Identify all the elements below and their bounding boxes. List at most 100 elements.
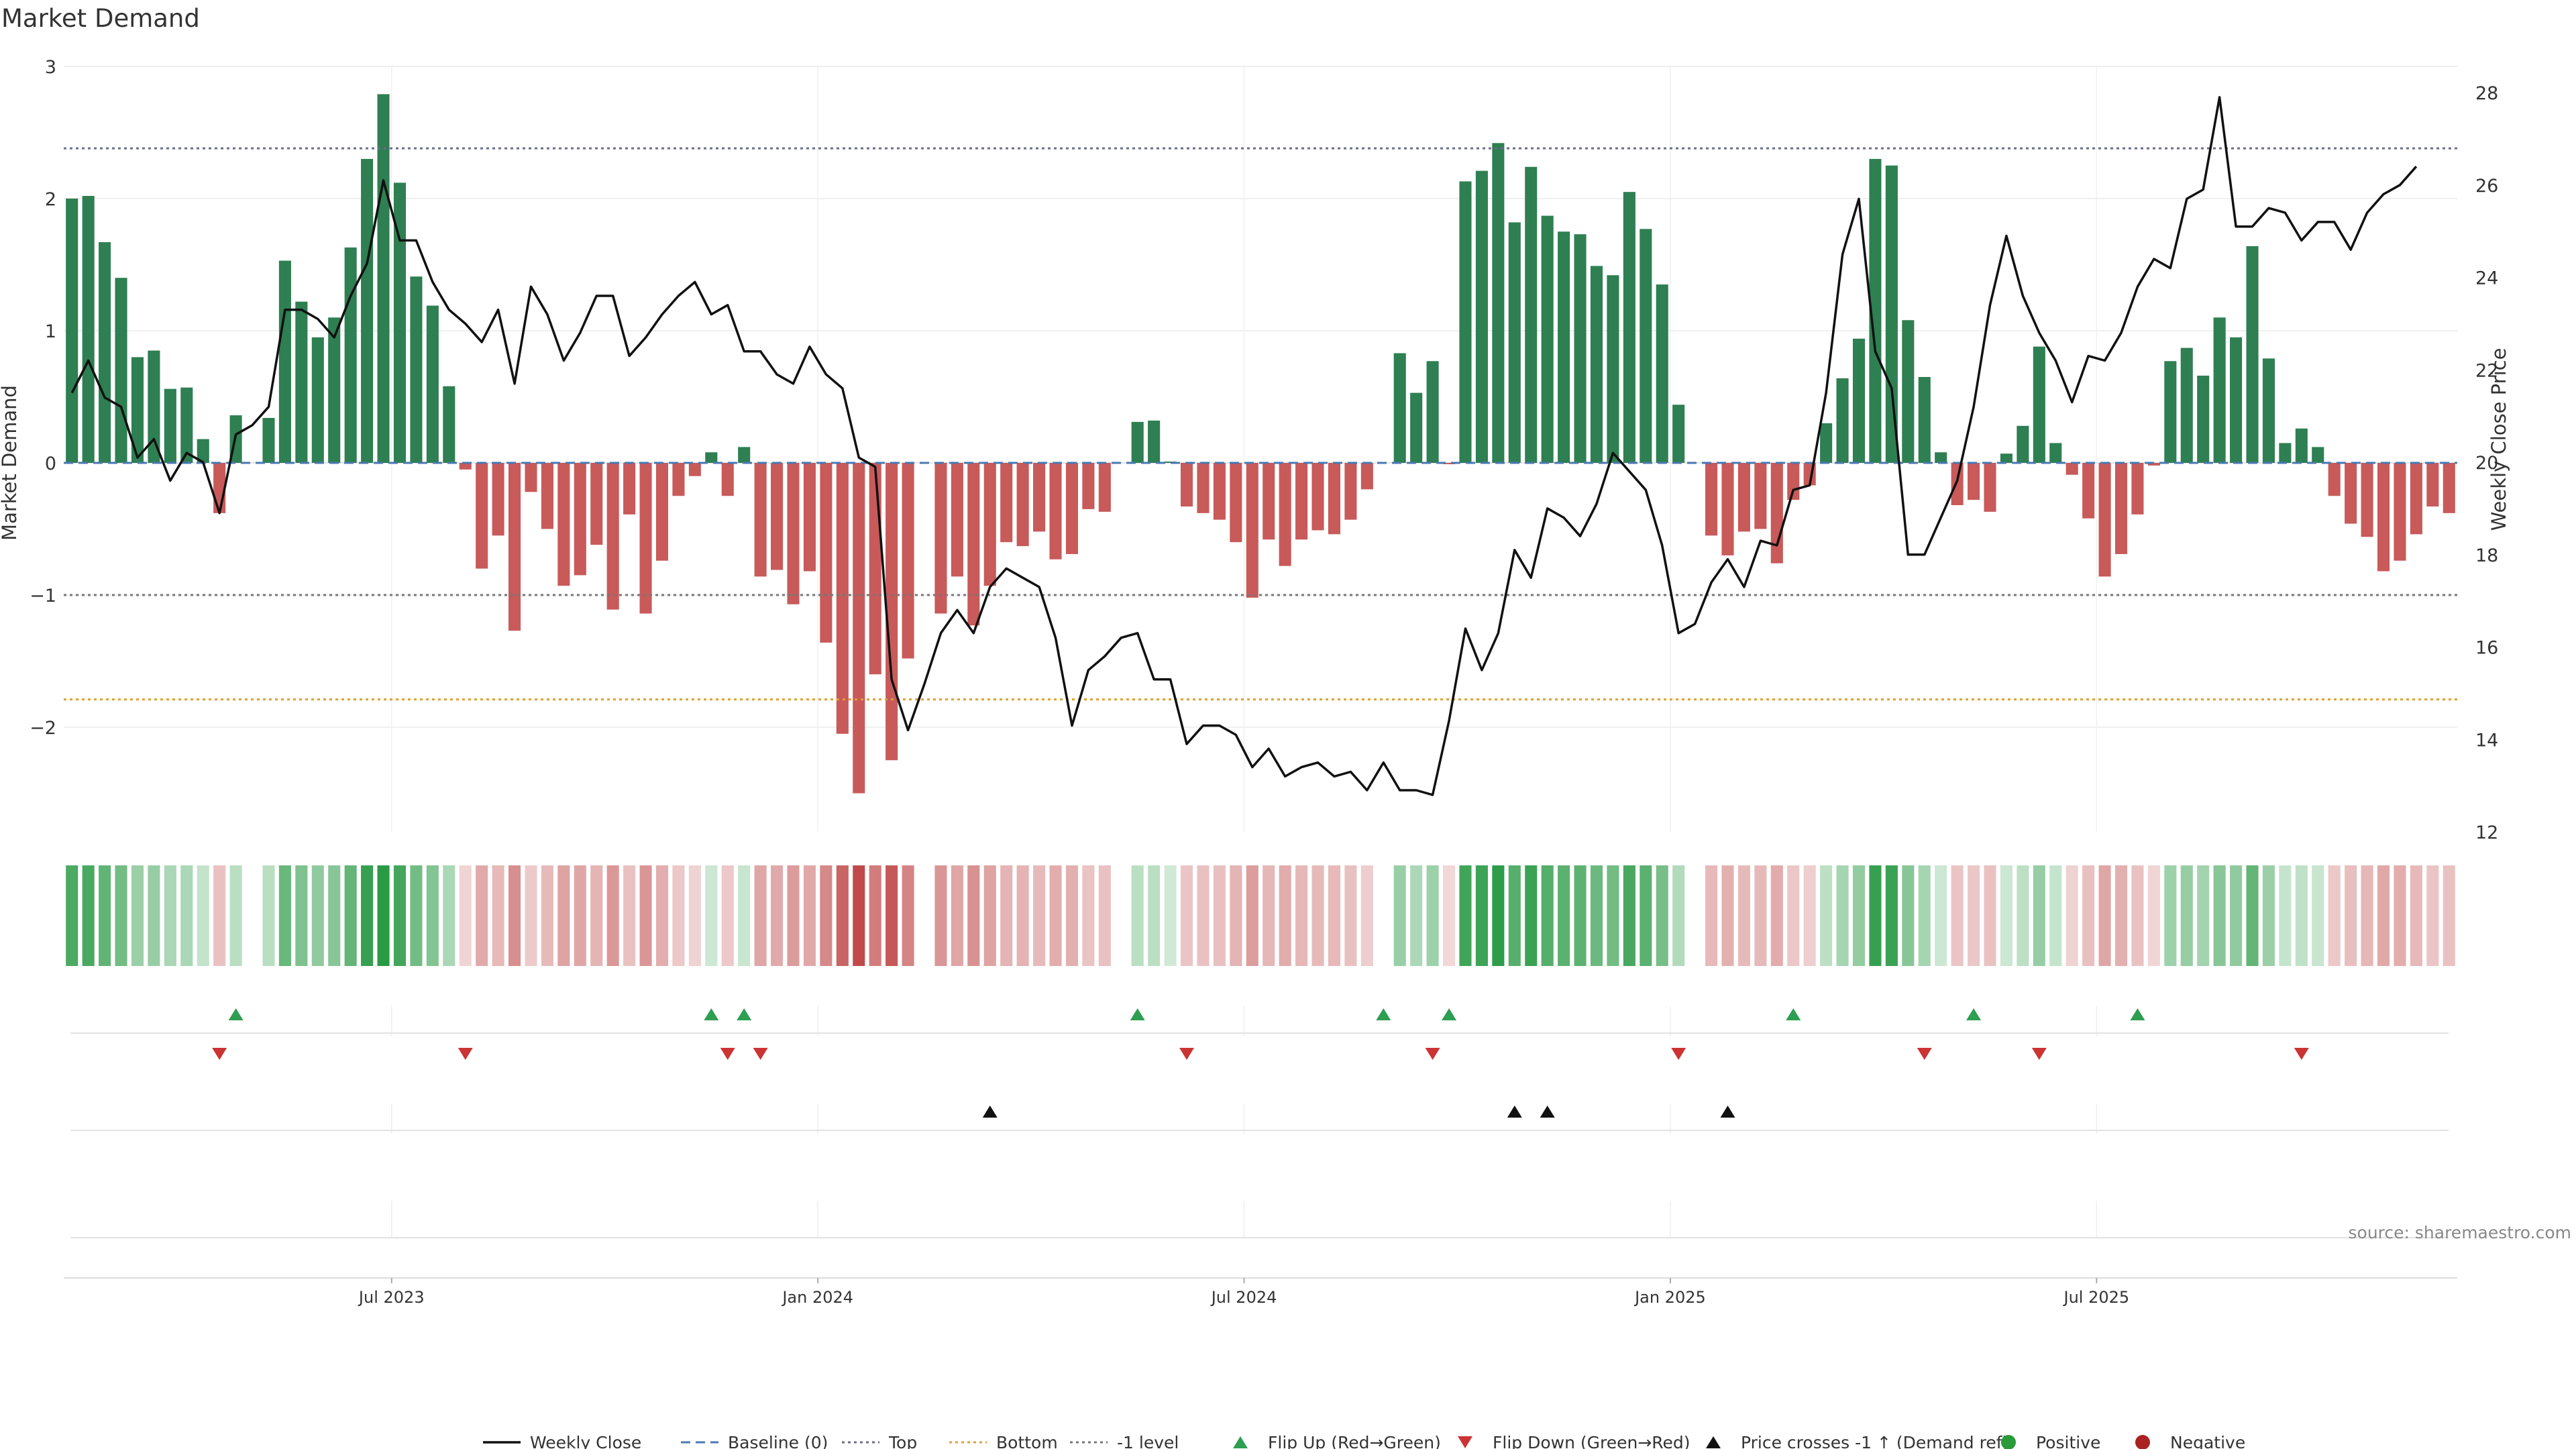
y2-tick-label: 16 <box>2475 638 2498 659</box>
demand-bar-negative <box>1000 463 1013 543</box>
heat-cell <box>525 865 537 966</box>
demand-bar-positive <box>2213 317 2226 463</box>
heat-cell <box>2377 865 2390 966</box>
heat-cell <box>639 865 652 966</box>
heat-cell <box>443 865 455 966</box>
heat-cell <box>541 865 553 966</box>
legend-label: Weekly Close <box>530 1433 641 1449</box>
demand-bar-positive <box>311 337 324 463</box>
demand-bar-positive <box>1426 361 1439 463</box>
y-tick-label: 1 <box>45 321 56 342</box>
demand-bar-negative <box>803 463 816 572</box>
flip-down-marker <box>1917 1048 1932 1060</box>
price-cross-marker <box>1720 1106 1735 1118</box>
y-tick-label: 2 <box>45 189 56 210</box>
heat-cell <box>1049 865 1062 966</box>
demand-bar-negative <box>1754 463 1767 529</box>
demand-bar-positive <box>2312 447 2324 463</box>
heat-cell <box>1131 865 1144 966</box>
flip-down-marker <box>458 1048 473 1060</box>
heat-cell <box>1213 865 1226 966</box>
price-cross-marker <box>1507 1106 1522 1118</box>
demand-bar-negative <box>1098 463 1111 512</box>
heat-cell <box>1607 865 1619 966</box>
heat-cell <box>902 865 914 966</box>
demand-bar-positive <box>2164 361 2177 463</box>
heat-cell <box>1410 865 1423 966</box>
demand-bar-negative <box>590 463 603 545</box>
heat-cell <box>2049 865 2062 966</box>
heat-cell <box>836 865 849 966</box>
heat-cell <box>164 865 176 966</box>
heat-cell <box>508 865 521 966</box>
y-tick-label: 3 <box>45 57 56 78</box>
flip-up-marker <box>1786 1008 1801 1020</box>
demand-bar-positive <box>1492 143 1505 463</box>
heat-cell <box>2197 865 2210 966</box>
demand-bar-negative <box>787 463 800 604</box>
demand-bar-positive <box>1656 284 1668 463</box>
flip-up-marker <box>228 1008 244 1020</box>
demand-bar-positive <box>1623 192 1635 463</box>
demand-bar-negative <box>672 463 685 496</box>
demand-bar-positive <box>197 439 209 463</box>
heat-cell <box>1672 865 1685 966</box>
demand-bar-negative <box>606 463 619 610</box>
heat-cell <box>1656 865 1668 966</box>
demand-bar-positive <box>1148 420 1161 463</box>
demand-bar-negative <box>967 463 980 626</box>
demand-bar-negative <box>934 463 947 614</box>
demand-bar-positive <box>1869 158 1882 463</box>
heat-cell <box>1311 865 1324 966</box>
heat-cell <box>1279 865 1291 966</box>
chart-title: Market Demand <box>1 4 200 33</box>
flip-up-marker <box>704 1008 719 1020</box>
heat-cell <box>1033 865 1046 966</box>
demand-bar-negative <box>557 463 570 586</box>
heat-cell <box>754 865 767 966</box>
demand-bar-negative <box>2410 463 2422 535</box>
demand-bar-positive <box>2246 246 2259 463</box>
y2-axis-label: Weekly Close Price <box>2487 348 2510 531</box>
source-label: source: sharemaestro.com <box>2349 1223 2572 1242</box>
demand-bar-positive <box>1640 229 1652 463</box>
demand-bar-negative <box>721 463 734 496</box>
heat-cell <box>2328 865 2341 966</box>
y2-tick-label: 20 <box>2475 453 2498 474</box>
demand-bar-positive <box>2017 425 2029 463</box>
y2-tick-label: 24 <box>2475 268 2498 289</box>
price-cross-marker <box>1540 1106 1555 1118</box>
demand-bar-negative <box>1279 463 1291 566</box>
x-tick-label: Jul 2023 <box>358 1288 425 1307</box>
heat-cell <box>410 865 423 966</box>
heat-cell <box>2082 865 2095 966</box>
demand-bar-positive <box>2033 346 2045 463</box>
heat-cell <box>983 865 996 966</box>
heat-cell <box>2114 865 2128 966</box>
heat-cell <box>180 865 193 966</box>
heat-cell <box>1000 865 1013 966</box>
heat-cell <box>1558 865 1570 966</box>
heat-cell <box>623 865 636 966</box>
demand-bar-positive <box>2000 453 2012 463</box>
demand-bar-negative <box>1737 463 1750 532</box>
demand-bar-positive <box>148 350 160 463</box>
heat-cell <box>1721 865 1734 966</box>
weekly-close-line <box>70 96 2418 796</box>
demand-bar-positive <box>115 278 127 463</box>
demand-bar-positive <box>1541 215 1554 463</box>
grid-lines <box>64 65 2457 1238</box>
demand-bar-negative <box>1705 463 1718 536</box>
demand-bar-positive <box>2262 358 2275 463</box>
demand-bar-positive <box>1475 170 1488 463</box>
demand-bar-negative <box>2394 463 2406 561</box>
heat-cell <box>967 865 980 966</box>
heat-cell <box>476 865 488 966</box>
demand-bar-negative <box>1246 463 1258 598</box>
legend-label: Flip Down (Green→Red) <box>1493 1433 1690 1449</box>
heat-cell <box>1246 865 1258 966</box>
demand-bars <box>66 94 2455 794</box>
demand-bar-positive <box>262 418 275 463</box>
heat-cell <box>853 865 865 966</box>
legend-label: Bottom <box>996 1433 1058 1449</box>
